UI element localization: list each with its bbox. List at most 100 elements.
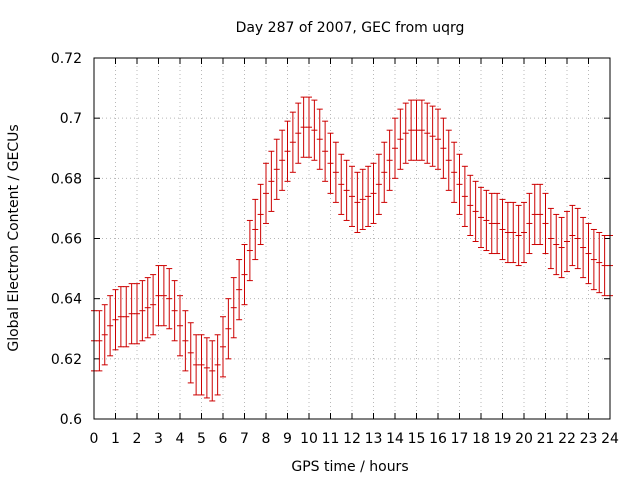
error-bar-point — [515, 204, 522, 267]
error-bar-point — [596, 231, 603, 294]
error-bar-point — [510, 201, 517, 264]
error-bar-point — [553, 213, 560, 276]
error-bar-point — [96, 310, 103, 372]
x-axis-label: GPS time / hours — [291, 459, 408, 475]
error-bar-point — [402, 102, 409, 164]
error-bar-point — [322, 120, 329, 182]
x-tick-label: 1 — [111, 431, 120, 447]
error-bar-point — [461, 165, 468, 227]
error-bar-point — [521, 201, 527, 264]
error-bar-point — [203, 337, 210, 399]
error-bar-point — [295, 102, 302, 164]
chart-title: Day 287 of 2007, GEC from uqrg — [236, 20, 465, 36]
error-bar-point — [354, 171, 361, 233]
error-bar-point — [241, 244, 248, 306]
x-tick-label: 12 — [343, 431, 361, 447]
error-bar-point — [580, 216, 587, 279]
x-tick-label: 17 — [451, 431, 469, 447]
error-bar-point — [386, 129, 393, 191]
error-bar-point — [107, 295, 114, 357]
x-tick-label: 19 — [494, 431, 512, 447]
error-bar-point — [139, 280, 146, 342]
error-bar-point — [193, 334, 200, 396]
x-tick-label: 7 — [240, 431, 249, 447]
error-bar-point — [198, 334, 205, 396]
error-bar-point — [413, 99, 420, 161]
error-bar-point — [392, 117, 398, 179]
error-bar-point — [488, 192, 495, 255]
x-tick-label: 23 — [580, 431, 598, 447]
y-tick-labels: 0.6 0.62 0.64 0.66 0.68 0.7 0.72 — [51, 51, 82, 428]
plot-frame — [93, 57, 611, 420]
error-bar-point — [252, 198, 259, 261]
error-bar-point — [182, 310, 189, 372]
error-bar-point — [257, 183, 264, 246]
y-tick-label: 0.62 — [51, 352, 82, 368]
y-tick-label: 0.66 — [51, 232, 82, 248]
x-tick-label: 4 — [176, 431, 185, 447]
error-bar-point — [558, 216, 565, 279]
error-bar-point — [246, 219, 253, 282]
error-bar-point — [440, 117, 447, 179]
x-tick-label: 24 — [601, 431, 619, 447]
y-axis-label: Global Electron Content / GECUs — [6, 124, 22, 351]
error-bar-point — [327, 132, 334, 194]
error-bar-point — [214, 334, 221, 396]
error-bar-point — [279, 129, 286, 191]
error-bar-point — [478, 186, 484, 249]
error-bar-point — [289, 111, 296, 173]
error-bar-point — [187, 322, 194, 384]
x-tick-label: 13 — [365, 431, 383, 447]
error-bar-point — [370, 162, 377, 224]
y-tick-label: 0.68 — [51, 171, 82, 187]
error-bar-point — [397, 108, 404, 170]
error-bar-point — [435, 108, 441, 170]
x-tick-label: 3 — [154, 431, 163, 447]
error-bar-point — [338, 153, 345, 215]
error-bar-point — [343, 159, 350, 221]
error-bar-point — [526, 192, 533, 255]
y-tick-label: 0.7 — [60, 111, 82, 127]
x-tick-label: 16 — [429, 431, 447, 447]
x-tick-label: 0 — [90, 431, 99, 447]
error-bar-point — [166, 268, 173, 330]
error-bar-point — [451, 141, 458, 203]
error-bar-point — [375, 153, 382, 215]
x-tick-label: 11 — [322, 431, 340, 447]
error-bar-point — [150, 274, 157, 336]
error-bar-point — [601, 234, 608, 297]
error-bar-point — [273, 138, 280, 200]
error-bar-point — [381, 141, 388, 203]
error-bar-point — [456, 153, 463, 215]
error-bar-point — [424, 102, 431, 164]
error-bar-point — [547, 207, 554, 270]
error-bar-point — [467, 174, 474, 236]
x-tick-label: 8 — [262, 431, 271, 447]
error-bar-point — [160, 265, 167, 327]
error-bar-point — [429, 105, 436, 167]
series-layer — [91, 96, 613, 402]
error-bar-point — [349, 165, 355, 227]
error-bar-point — [311, 99, 318, 161]
y-tick-label: 0.6 — [60, 412, 82, 428]
error-bar-point — [542, 192, 549, 255]
y-tick-label: 0.72 — [51, 51, 82, 67]
x-tick-label: 22 — [558, 431, 576, 447]
error-bar-point — [316, 108, 323, 170]
error-bar-point — [494, 192, 501, 255]
x-tick-label: 9 — [283, 431, 292, 447]
error-bar-point — [236, 259, 243, 321]
x-tick-label: 10 — [300, 431, 318, 447]
error-bar-point — [300, 96, 307, 158]
x-tick-label: 5 — [197, 431, 206, 447]
error-bar-point — [418, 99, 425, 161]
error-bar-point — [445, 129, 452, 191]
error-bar-point — [574, 207, 581, 270]
error-bar-point — [225, 298, 232, 360]
error-bar-point — [359, 168, 366, 230]
error-bar-point — [230, 277, 237, 339]
x-tick-labels: 0 1 2 3 4 5 6 7 8 9 10 11 12 13 14 15 16 17 18 19 20 21 22 23 24 — [90, 431, 619, 447]
x-tick-label: 6 — [219, 431, 228, 447]
error-bar-point — [499, 198, 506, 261]
